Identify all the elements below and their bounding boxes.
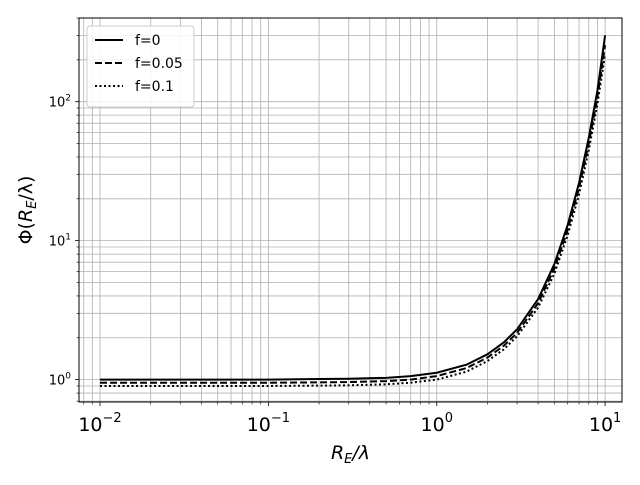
legend-label-0: f=0 (135, 33, 161, 49)
x-tick-label: 101 (589, 411, 621, 436)
y-tick-label-exponent: 2 (65, 94, 71, 104)
x-tick-label: 100 (421, 411, 453, 436)
y-tick-label-base: 10 (49, 374, 66, 389)
x-axis-label-sub: E (344, 452, 353, 467)
x-tick-label-exponent: −2 (103, 411, 122, 426)
y-tick-label: 102 (49, 94, 71, 111)
y-axis-label-base: R (15, 209, 37, 222)
series-group (100, 35, 607, 387)
y-axis-label-head: Φ( (15, 222, 37, 244)
x-tick-label-base: 10 (78, 414, 102, 436)
y-axis-label-sub: E (25, 200, 40, 209)
legend: f=0 f=0.05 f=0.1 (86, 25, 195, 108)
y-axis-label: Φ(RE/λ) (15, 176, 40, 245)
legend-label-1: f=0.05 (135, 56, 183, 72)
axes-frame (78, 17, 623, 403)
y-axis-label-tail: /λ) (15, 176, 37, 201)
grid (79, 17, 622, 402)
x-axis-label-base: R (331, 442, 344, 464)
x-tick-label: 10−2 (78, 411, 121, 436)
y-tick-label-exponent: 0 (65, 372, 71, 382)
series-line-2 (100, 53, 607, 387)
y-tick-label-base: 10 (49, 235, 66, 250)
y-tick-label: 100 (49, 372, 72, 389)
ticks (75, 17, 606, 406)
x-tick-label: 10−1 (247, 411, 290, 436)
x-axis-label-tail: /λ (350, 442, 370, 464)
y-tick-label-base: 10 (49, 96, 66, 111)
y-tick-label-exponent: 1 (65, 233, 71, 243)
x-tick-label-exponent: 1 (613, 411, 621, 426)
x-tick-label-base: 10 (247, 414, 271, 436)
x-tick-label-exponent: −1 (271, 411, 290, 426)
legend-label-2: f=0.1 (135, 79, 174, 95)
y-tick-label: 101 (49, 233, 71, 250)
series-line-0 (100, 35, 607, 381)
x-tick-label-base: 10 (421, 414, 445, 436)
series-line-1 (100, 45, 607, 384)
x-tick-label-base: 10 (589, 414, 613, 436)
x-axis-label: RE/λ (331, 442, 370, 467)
x-tick-label-exponent: 0 (445, 411, 453, 426)
